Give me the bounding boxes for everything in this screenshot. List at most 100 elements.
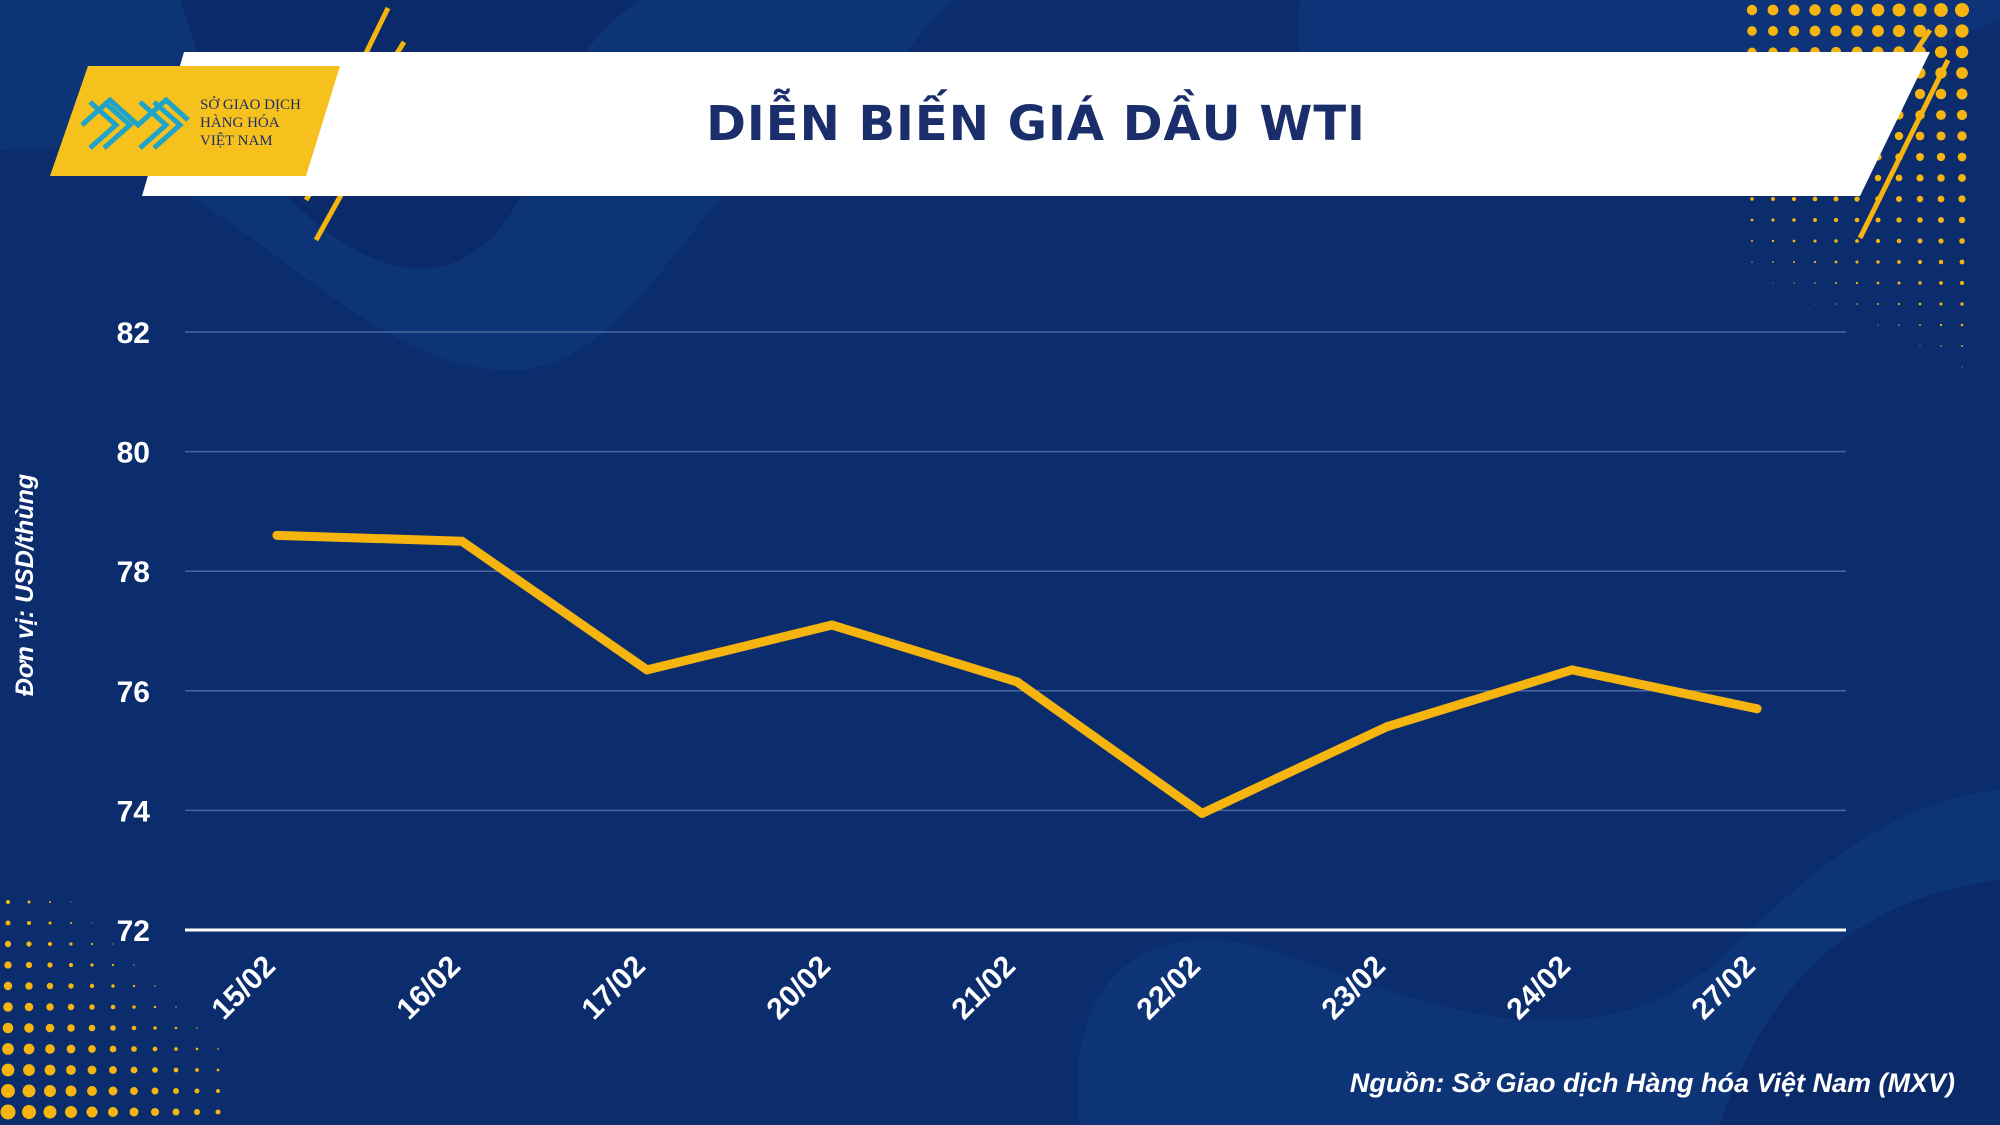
decor-dot — [1835, 282, 1837, 284]
y-tick-label: 74 — [117, 795, 151, 828]
decor-dot — [173, 1088, 179, 1094]
data-point — [1012, 677, 1022, 687]
decor-dot — [1937, 216, 1945, 224]
decor-dot — [130, 1087, 138, 1095]
decor-dot — [1747, 26, 1757, 36]
decor-dot — [1874, 174, 1882, 182]
decor-dot — [46, 1003, 54, 1011]
decor-dot — [1917, 259, 1923, 265]
decor-dot — [46, 982, 54, 990]
decor-dot — [47, 962, 53, 968]
decor-dot — [43, 1105, 57, 1119]
decor-dot — [1936, 152, 1946, 162]
x-tick-label: 27/02 — [1686, 950, 1762, 1026]
decor-dot — [67, 1003, 75, 1011]
decor-dot — [90, 963, 94, 967]
x-tick-label: 22/02 — [1131, 950, 1207, 1026]
decor-dot — [1940, 345, 1942, 347]
decor-dot — [112, 943, 114, 945]
decor-dot — [3, 1002, 13, 1012]
decor-dot — [1955, 3, 1969, 17]
decor-dot — [1814, 303, 1816, 305]
decor-dot — [1939, 281, 1943, 285]
decor-dot — [5, 920, 11, 926]
decor-dot — [1958, 216, 1966, 224]
decor-dot — [1956, 67, 1968, 79]
data-point — [1752, 704, 1762, 714]
decor-dot — [45, 1023, 55, 1033]
decor-dot — [69, 921, 73, 925]
decor-dot — [86, 1106, 98, 1118]
decor-dot — [173, 1067, 179, 1073]
decor-dot — [1792, 218, 1796, 222]
decor-dot — [1938, 259, 1944, 265]
decor-dot — [111, 984, 115, 988]
decor-dot — [1935, 67, 1947, 79]
decor-dot — [1956, 88, 1968, 100]
data-point — [272, 530, 282, 540]
decor-dot — [25, 961, 33, 969]
decor-dot — [216, 1068, 220, 1072]
decor-dot — [1767, 4, 1779, 16]
decor-dot — [3, 981, 13, 991]
decor-dot — [1772, 261, 1774, 263]
decor-dot — [195, 1068, 199, 1072]
decor-dot — [1894, 131, 1904, 141]
decor-dot — [1914, 88, 1926, 100]
decor-dot — [49, 901, 51, 903]
decor-dot — [1958, 174, 1966, 182]
decor-dot — [1934, 24, 1948, 38]
decor-dot — [1892, 24, 1906, 38]
source-note: Nguồn: Sở Giao dịch Hàng hóa Việt Nam (M… — [1349, 1068, 1955, 1098]
y-axis-title: Đơn vị: USD/thùng — [11, 473, 39, 697]
decor-dot — [1896, 238, 1902, 244]
decor-dot — [1916, 195, 1924, 203]
logo-line-2: HÀNG HÓA — [200, 115, 280, 131]
decor-dot — [133, 964, 135, 966]
decor-dot — [69, 942, 73, 946]
decor-dot — [1788, 4, 1800, 16]
decor-dot — [1897, 302, 1901, 306]
decor-dot — [215, 1109, 221, 1115]
decor-dot — [1895, 174, 1903, 182]
decor-dot — [1895, 195, 1903, 203]
decor-dot — [4, 961, 12, 969]
decor-dot — [132, 1005, 136, 1009]
decor-dot — [1835, 303, 1837, 305]
decor-dot — [66, 1044, 76, 1054]
decor-dot — [109, 1066, 117, 1074]
decor-dot — [1959, 238, 1965, 244]
decor-dot — [87, 1065, 97, 1075]
decor-dot — [1, 1084, 15, 1098]
decor-dot — [1876, 260, 1880, 264]
decor-dot — [172, 1108, 180, 1116]
decor-dot — [108, 1107, 118, 1117]
decor-dot — [24, 1023, 34, 1033]
data-point — [1197, 808, 1207, 818]
decor-dot — [1919, 345, 1921, 347]
decor-dot — [1919, 324, 1921, 326]
decor-dot — [196, 1027, 198, 1029]
decor-dot — [1959, 280, 1965, 286]
decor-dot — [88, 1045, 96, 1053]
decor-dot — [152, 1046, 158, 1052]
decor-dot — [1750, 239, 1754, 243]
decor-dot — [109, 1045, 117, 1053]
decor-dot — [1746, 4, 1758, 16]
decor-dot — [1939, 302, 1943, 306]
decor-dot — [1750, 218, 1754, 222]
decor-dot — [1937, 195, 1945, 203]
decor-dot — [132, 984, 136, 988]
decor-dot — [65, 1106, 77, 1118]
decor-dot — [108, 1086, 118, 1096]
decor-dot — [1791, 196, 1797, 202]
decor-dot — [27, 900, 31, 904]
decor-dot — [1934, 3, 1948, 17]
decor-dot — [91, 922, 93, 924]
decor-dot — [110, 1004, 116, 1010]
decor-dot — [1955, 24, 1969, 38]
data-point — [1382, 722, 1392, 732]
decor-dot — [23, 1043, 35, 1055]
decor-dot — [1854, 196, 1860, 202]
